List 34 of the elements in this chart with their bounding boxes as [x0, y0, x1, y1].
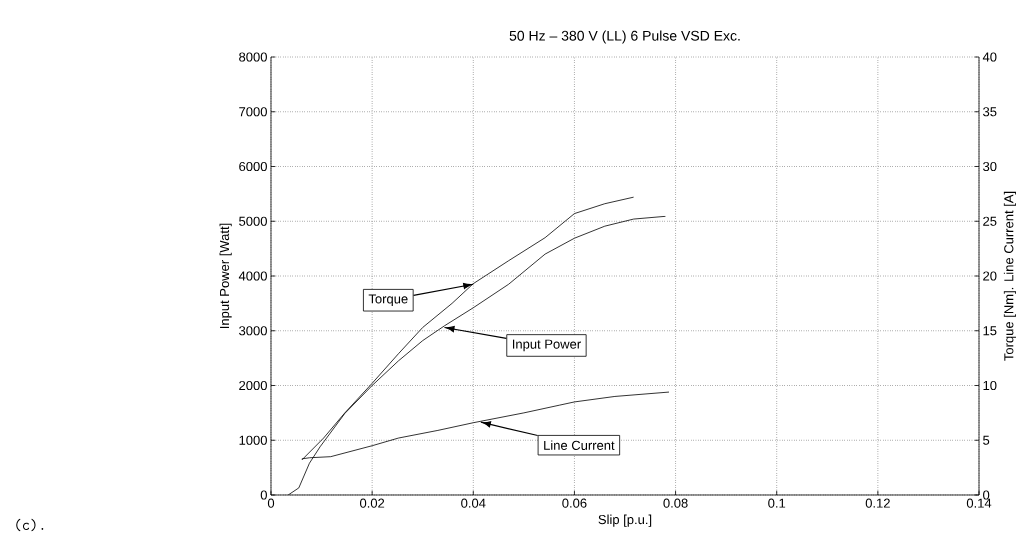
y-tick-label: 1000 [239, 435, 267, 445]
y2-tick-label: 5 [983, 435, 990, 445]
y2-tick-label: 35 [983, 107, 997, 117]
x-tick-label: 0 [267, 498, 275, 508]
x-tick-label: 0.1 [768, 498, 786, 508]
x-tick-label: 0.12 [865, 498, 890, 508]
y2-tick-label: 30 [983, 161, 997, 172]
y2-tick-label: 20 [983, 271, 997, 281]
y-tick-label: 8000 [239, 52, 267, 62]
chart-title: 50 Hz – 380 V (LL) 6 Pulse VSD Exc. [509, 30, 740, 44]
y-tick-label: 4000 [238, 271, 267, 281]
y2-tick-label: 15 [983, 326, 997, 336]
x-tick-label: 0.14 [966, 498, 992, 508]
y2-tick-label: 0 [983, 490, 990, 500]
annotation: Torque [368, 294, 408, 307]
y2-tick-label: 25 [983, 216, 997, 226]
x-tick-label: 0.02 [360, 498, 385, 508]
y2-axis-title: Torque [Nm]. Line Current [A] [1003, 191, 1016, 361]
y2-tick-label: 40 [982, 52, 997, 62]
y-axis-title: Input Power [Watt] [219, 223, 232, 329]
text: (c). [16, 518, 44, 532]
y-tick-label: 2000 [239, 380, 267, 391]
y-tick-label: 7000 [239, 107, 267, 117]
x-tick-label: 0.04 [461, 498, 486, 508]
annotation: Input Power [512, 339, 581, 352]
y-tick-label: 5000 [239, 216, 267, 226]
x-axis-title: Slip [p.u.] [598, 514, 652, 527]
x-tick-label: 0.08 [663, 498, 688, 508]
y-tick-label: 6000 [239, 161, 267, 172]
y2-tick-label: 10 [983, 380, 997, 391]
y-tick-label: 3000 [239, 326, 267, 336]
x-tick-label: 0.06 [562, 498, 587, 508]
annotation: Line Current [544, 440, 615, 450]
y-tick-label: 0 [260, 490, 267, 500]
